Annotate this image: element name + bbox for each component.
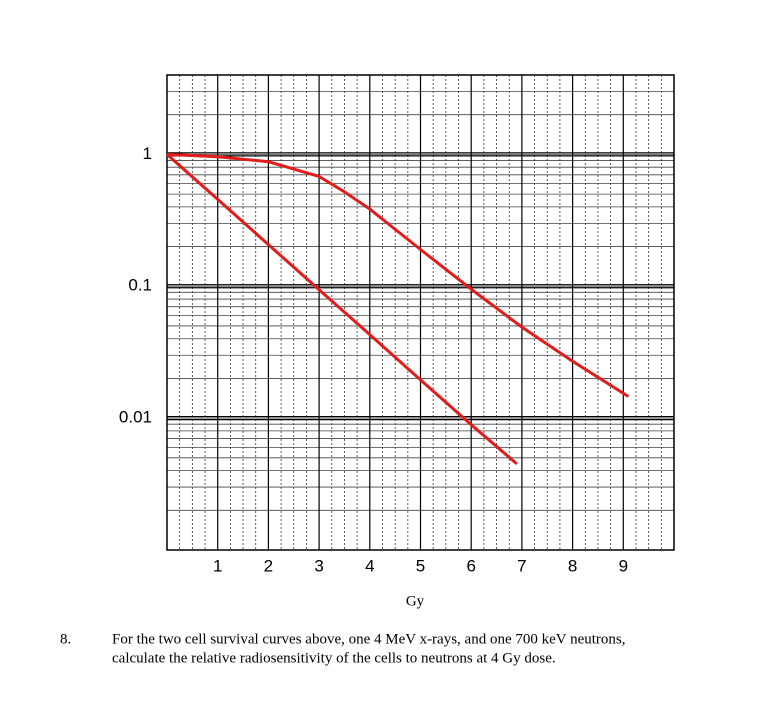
y-tick-label: 0.01: [119, 408, 152, 427]
x-tick-label: 4: [365, 556, 374, 575]
curve: [166, 152, 630, 398]
question-line: calculate the relative radiosensitivity …: [112, 650, 556, 666]
x-tick-label: 9: [619, 556, 628, 575]
x-tick-label: 8: [568, 556, 577, 575]
x-tick-label: 1: [213, 556, 222, 575]
x-tick-label: 7: [517, 556, 526, 575]
curve: [166, 153, 518, 466]
x-tick-label: 3: [314, 556, 323, 575]
y-tick-label: 1: [143, 144, 152, 163]
y-tick-label: 0.1: [128, 276, 152, 295]
question-number: 8.: [60, 631, 71, 647]
x-axis-label: Gy: [406, 593, 425, 609]
x-tick-label: 6: [466, 556, 475, 575]
x-tick-label: 5: [416, 556, 425, 575]
question-line: For the two cell survival curves above, …: [112, 631, 626, 647]
x-tick-label: 2: [264, 556, 273, 575]
plot-frame: [166, 74, 675, 551]
